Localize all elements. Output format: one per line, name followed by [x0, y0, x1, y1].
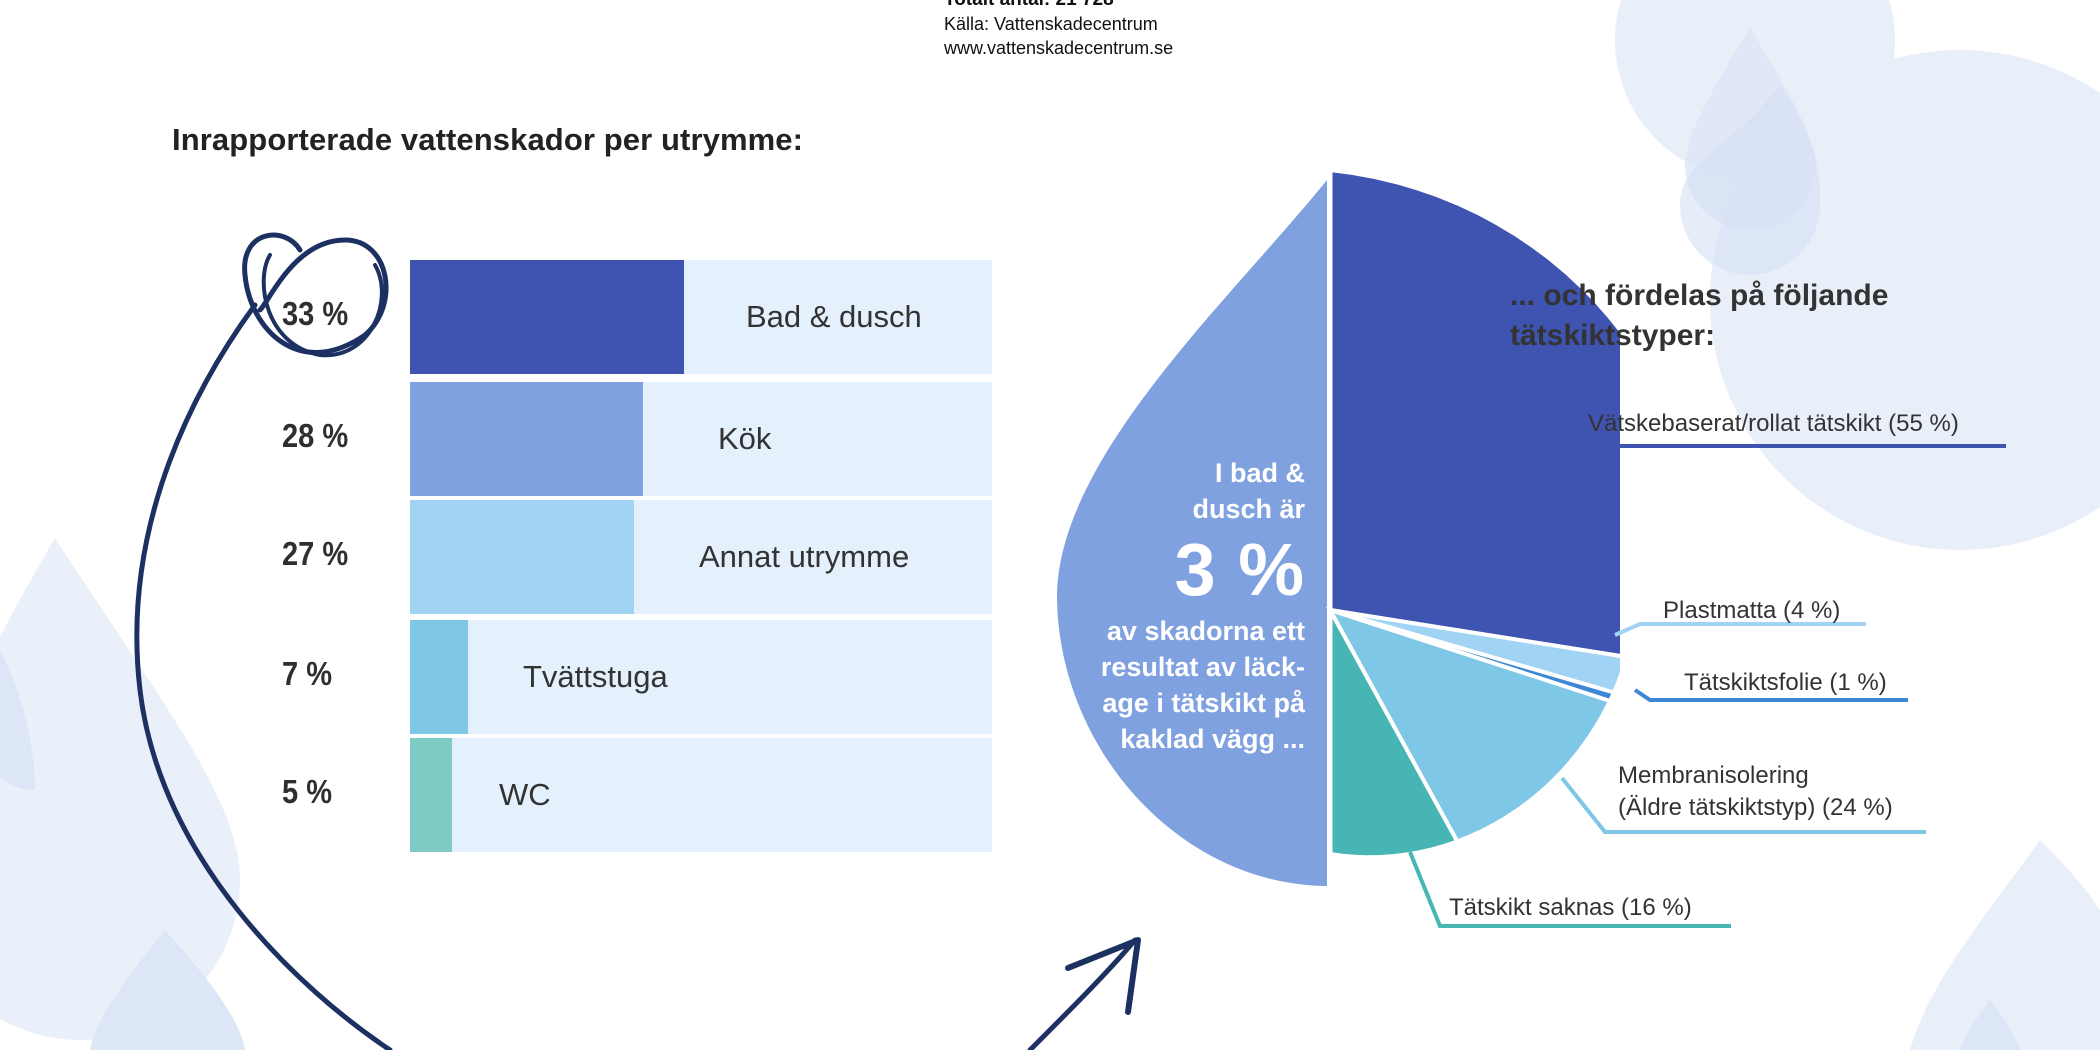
bar-value-label: 33 % — [282, 295, 349, 332]
bar-category-label: WC — [499, 777, 551, 812]
leader-line-saknas — [1408, 851, 1731, 928]
bar-category-label: Bad & dusch — [746, 299, 922, 334]
source-total: Totalt antal: 21 728 — [944, 0, 1173, 12]
pie-slice — [1328, 609, 1461, 860]
bg-drop-bottom-left — [90, 930, 245, 1050]
drop-left-half — [1056, 180, 1327, 886]
arrow-loop-inner — [261, 253, 384, 358]
arrow-curve — [134, 302, 393, 1050]
bar-value-label: 27 % — [282, 535, 349, 572]
leader-line-folie — [1633, 688, 1908, 702]
bar-fill — [410, 738, 452, 852]
slice-label-saknas: Tätskikt saknas (16 %) — [1449, 894, 1692, 921]
leader-line-membran — [1560, 776, 1926, 834]
callout-value: 3 % — [1174, 528, 1305, 611]
bar-fill — [410, 620, 468, 734]
leader-line-plastmatta — [1614, 622, 1866, 637]
bar-category-label: Kök — [718, 421, 772, 456]
source-url: www.vattenskadecentrum.se — [944, 38, 1174, 58]
bg-drop-left — [0, 538, 240, 1040]
pie-slice — [1328, 170, 1620, 658]
arrow-shaft — [1027, 937, 1138, 1050]
bg-drop-bottom-right — [1910, 840, 2100, 1050]
drop-pie-chart — [1056, 170, 1620, 900]
bar-fill — [410, 500, 634, 614]
bar-row: WC — [410, 738, 992, 852]
source-block: Totalt antal: 21 728 Källa: Vattenskadec… — [944, 0, 1173, 60]
bg-drop-right-2 — [1680, 85, 1820, 275]
bar-row: Annat utrymme — [410, 500, 992, 614]
slice-label-plastmatta: Plastmatta (4 %) — [1663, 597, 1841, 624]
bar-row: Bad & dusch — [410, 260, 992, 374]
callout-line1: I bad & — [1214, 458, 1305, 488]
bg-drop-bottom-right-small — [1960, 1000, 2020, 1050]
slice-label-membran: Membranisolering (Äldre tätskiktstyp) (2… — [1618, 760, 1893, 824]
slice-label-liquid: Vätskebaserat/rollat tätskikt (55 %) — [1588, 410, 1959, 437]
arrow-head — [1065, 937, 1141, 1015]
callout-line3: av skadorna ett — [1106, 616, 1305, 646]
slice-label-folie: Tätskiktsfolie (1 %) — [1684, 669, 1887, 696]
bar-row: Kök — [410, 382, 992, 496]
callout-line4: resultat av läck- — [1100, 652, 1305, 682]
drop-callout: I bad & dusch är 3 % av skadorna ett res… — [1005, 455, 1305, 757]
bar-row: Tvättstuga — [410, 620, 992, 734]
bar-value-label: 28 % — [282, 417, 349, 454]
callout-line6: kaklad vägg ... — [1120, 724, 1305, 754]
leader-line-liquid — [1553, 444, 2006, 472]
bar-value-label: 5 % — [282, 773, 333, 810]
slice-label-membran-line1: Membranisolering — [1618, 762, 1809, 789]
callout-line2: dusch är — [1192, 494, 1305, 524]
source-text: Källa: Vattenskadecentrum — [944, 14, 1158, 34]
bar-category-label: Tvättstuga — [523, 659, 668, 694]
slice-label-membran-line2: (Äldre tätskiktstyp) (24 %) — [1618, 794, 1893, 821]
bar-category-label: Annat utrymme — [699, 539, 910, 574]
bar-chart-title: Inrapporterade vattenskador per utrymme: — [172, 122, 804, 157]
bar-fill — [410, 382, 643, 496]
bg-drop-left-small — [0, 650, 35, 791]
pie-chart-title: ... och fördelas på följande tätskiktsty… — [1510, 279, 1889, 352]
bar-fill — [410, 260, 684, 374]
callout-line5: age i tätskikt på — [1102, 688, 1305, 718]
pie-slice — [1325, 606, 1613, 845]
bar-value-label: 7 % — [282, 655, 333, 692]
